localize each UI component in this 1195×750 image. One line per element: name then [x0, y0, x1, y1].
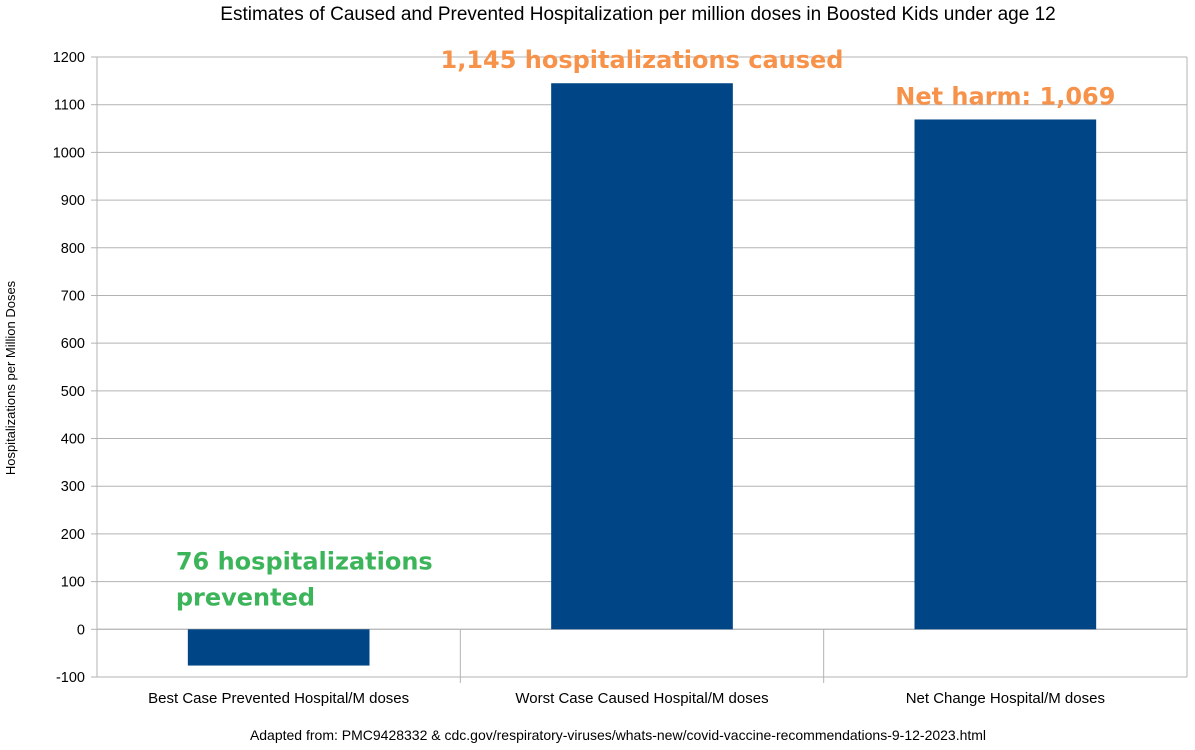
y-tick-label: 300: [61, 479, 85, 495]
y-tick-label: 1200: [53, 50, 85, 66]
bars: [187, 83, 1097, 666]
bar-annotation: Net harm: 1,069: [895, 82, 1115, 110]
source-note: Adapted from: PMC9428332 & cdc.gov/respi…: [250, 727, 986, 743]
bar-annotation: 76 hospitalizations: [176, 547, 433, 575]
x-category-labels: Best Case Prevented Hospital/M doses Wors…: [148, 690, 1105, 707]
y-tick-label: 0: [77, 622, 85, 638]
bar: [914, 119, 1097, 630]
y-tick-label: 1100: [54, 98, 85, 114]
x-category-label: Best Case Prevented Hospital/M doses: [148, 690, 409, 707]
bar-annotations: 76 hospitalizations prevented 1,145 hospit…: [176, 46, 1116, 611]
y-tick-label: 200: [61, 527, 85, 543]
y-tick-label: 100: [61, 575, 85, 591]
bar: [187, 629, 370, 666]
y-tick-label: 1000: [53, 145, 85, 161]
y-tick-label: 500: [61, 384, 85, 400]
y-tick-label: 700: [61, 288, 85, 304]
y-tick-label: 600: [61, 336, 85, 352]
y-tick-labels: -100 0 100 200 300 400 500 600 700 800 900 1000 1100…: [53, 50, 85, 686]
x-category-label: Net Change Hospital/M doses: [906, 690, 1105, 707]
y-tick-label: 400: [61, 432, 85, 448]
bar-annotation: prevented: [176, 583, 315, 611]
y-tick-label: 900: [61, 193, 85, 209]
y-axis-label: Hospitalizations per Million Doses: [3, 280, 18, 475]
y-tick-label: -100: [56, 670, 85, 686]
bar-annotation: 1,145 hospitalizations caused: [441, 46, 844, 74]
y-tick-label: 800: [61, 241, 85, 257]
bar: [551, 83, 733, 630]
x-category-label: Worst Case Caused Hospital/M doses: [515, 690, 768, 707]
chart-title: Estimates of Caused and Prevented Hospit…: [220, 4, 1055, 25]
